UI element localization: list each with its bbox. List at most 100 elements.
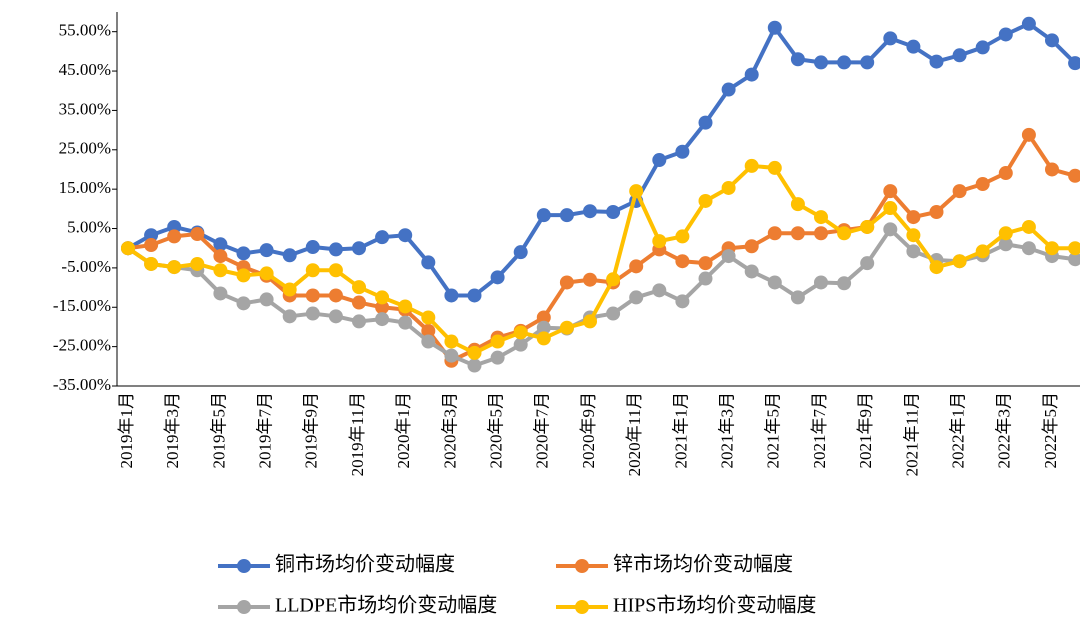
marker: [906, 244, 921, 259]
marker: [1021, 241, 1036, 256]
marker: [213, 249, 228, 264]
marker: [998, 237, 1013, 252]
marker: [952, 184, 967, 199]
marker: [282, 248, 297, 263]
marker: [259, 292, 274, 307]
x-tick-label: 2022年1月: [949, 392, 968, 469]
marker: [929, 260, 944, 275]
y-tick-label: 55.00%: [59, 21, 111, 40]
marker: [652, 153, 667, 168]
marker: [305, 263, 320, 278]
marker: [744, 158, 759, 173]
marker: [375, 312, 390, 327]
marker: [352, 295, 366, 310]
marker: [906, 228, 921, 243]
marker: [929, 54, 944, 69]
marker: [975, 244, 990, 259]
marker: [629, 290, 644, 305]
marker: [975, 177, 990, 192]
legend-label: 锌市场均价变动幅度: [613, 553, 793, 576]
marker: [629, 184, 644, 199]
marker: [444, 288, 459, 303]
marker: [998, 166, 1013, 181]
marker: [814, 275, 828, 290]
marker: [998, 226, 1013, 241]
marker: [375, 230, 390, 245]
y-tick-label: -15.00%: [53, 296, 111, 315]
marker: [606, 272, 621, 287]
x-tick-label: 2021年3月: [718, 392, 737, 469]
marker: [421, 255, 436, 270]
marker: [559, 320, 574, 335]
marker: [790, 226, 805, 241]
marker: [675, 294, 690, 309]
marker: [213, 286, 228, 301]
marker: [698, 271, 713, 286]
marker: [652, 283, 667, 298]
marker: [952, 254, 967, 269]
marker: [837, 55, 852, 70]
marker: [1045, 33, 1059, 48]
marker: [236, 268, 251, 283]
marker: [1045, 241, 1059, 256]
marker: [814, 226, 828, 241]
marker: [421, 323, 436, 338]
series-line: [126, 163, 1076, 355]
marker: [790, 197, 805, 212]
x-tick-label: 2021年7月: [810, 392, 829, 469]
marker: [998, 27, 1013, 42]
marker: [305, 240, 320, 255]
marker: [259, 243, 274, 258]
marker: [1045, 162, 1059, 177]
marker: [282, 309, 297, 324]
marker: [144, 238, 159, 253]
marker: [767, 160, 782, 175]
marker: [352, 280, 366, 295]
marker: [652, 234, 667, 249]
x-tick-label: 2019年11月: [348, 392, 367, 476]
legend-label: HIPS市场均价变动幅度: [613, 594, 816, 617]
x-tick-label: 2020年7月: [533, 392, 552, 469]
marker: [583, 204, 597, 219]
marker: [721, 249, 736, 264]
y-tick-label: -35.00%: [53, 375, 111, 394]
marker: [213, 263, 228, 278]
y-tick-label: -25.00%: [53, 336, 111, 355]
marker: [721, 82, 736, 97]
marker: [328, 242, 343, 257]
marker: [1021, 16, 1036, 31]
marker: [282, 282, 297, 297]
x-tick-label: 2020年1月: [394, 392, 413, 469]
marker: [167, 260, 182, 275]
y-tick-label: 25.00%: [59, 139, 111, 158]
marker: [513, 337, 528, 352]
marker: [1021, 219, 1036, 234]
marker: [744, 264, 759, 279]
marker: [536, 208, 551, 223]
marker: [467, 345, 482, 360]
marker: [1021, 127, 1036, 142]
legend-label: 铜市场均价变动幅度: [275, 553, 455, 576]
x-tick-label: 2019年3月: [163, 392, 182, 469]
marker: [583, 314, 597, 329]
marker: [559, 208, 574, 223]
marker: [744, 239, 759, 254]
marker: [513, 245, 528, 260]
marker: [490, 350, 505, 365]
marker: [144, 256, 159, 271]
x-tick-label: 2022年5月: [1041, 392, 1060, 469]
marker: [698, 256, 713, 271]
x-tick-label: 2020年11月: [625, 392, 644, 476]
marker: [352, 314, 366, 329]
x-tick-label: 2021年5月: [764, 392, 783, 469]
marker: [559, 275, 574, 290]
marker: [375, 290, 390, 305]
marker: [121, 241, 135, 256]
x-tick-label: 2019年5月: [209, 392, 228, 469]
x-tick-label: 2019年7月: [256, 392, 275, 469]
marker: [906, 210, 921, 225]
y-tick-label: -5.00%: [61, 257, 111, 276]
marker: [1068, 56, 1080, 71]
legend-marker: [575, 559, 589, 573]
marker: [675, 254, 690, 269]
